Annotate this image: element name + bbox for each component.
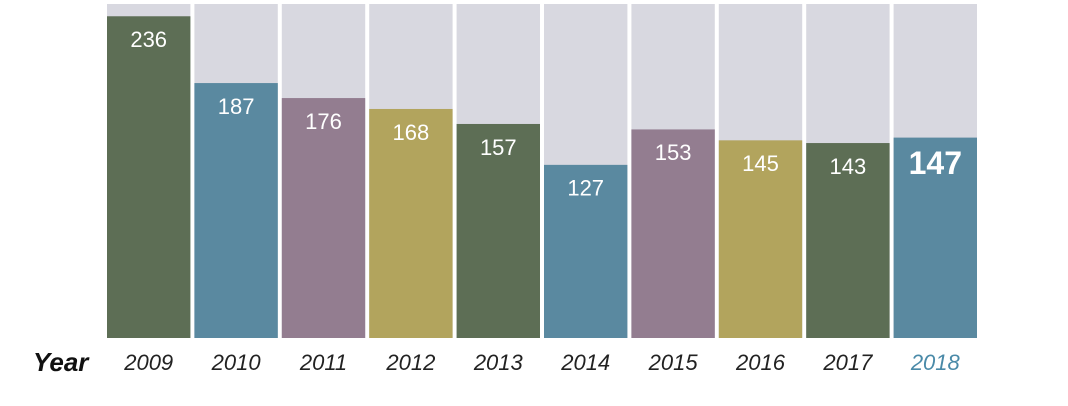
x-tick-label: 2016: [735, 350, 786, 375]
bar: [456, 123, 540, 338]
bar: [107, 16, 191, 339]
x-tick-label: 2017: [822, 350, 873, 375]
value-label: 145: [742, 151, 779, 176]
x-tick-label: 2014: [560, 350, 610, 375]
x-axis-label: Year: [33, 347, 90, 377]
x-tick-label: 2015: [648, 350, 699, 375]
bar: [631, 129, 715, 338]
bar: [281, 98, 366, 338]
value-label: 147: [909, 145, 962, 181]
x-tick-label: 2009: [123, 350, 173, 375]
value-label: 168: [393, 120, 430, 145]
value-label: 127: [567, 176, 604, 201]
value-label: 157: [480, 135, 517, 160]
bar: [544, 164, 628, 338]
value-label: 236: [130, 27, 167, 52]
x-tick-label: 2013: [473, 350, 524, 375]
bar: [369, 108, 453, 338]
x-tick-label: 2012: [385, 350, 435, 375]
bar: [718, 140, 803, 338]
value-label: 143: [830, 154, 867, 179]
bar: [194, 83, 278, 338]
value-label: 176: [305, 109, 342, 134]
x-tick-label: 2011: [299, 350, 347, 375]
value-label: 187: [218, 94, 255, 119]
bar: [806, 143, 890, 338]
value-label: 153: [655, 140, 692, 165]
x-tick-label: 2010: [211, 350, 262, 375]
x-tick-label: 2018: [910, 350, 961, 375]
bar: [893, 137, 977, 338]
